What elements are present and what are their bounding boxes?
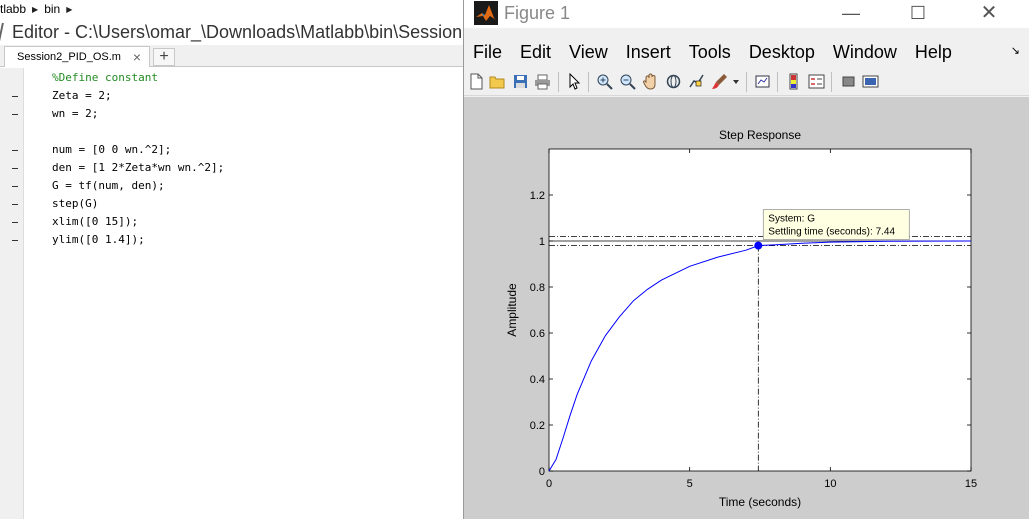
code-line[interactable]: Zeta = 2; bbox=[52, 89, 112, 102]
x-tick-label: 5 bbox=[687, 478, 693, 490]
editor-title-text: Editor - C:\Users\omar_\Downloads\Matlab… bbox=[12, 21, 463, 42]
rotate-3d-icon[interactable] bbox=[665, 73, 682, 90]
editor-icon bbox=[0, 23, 10, 41]
code-line[interactable]: G = tf(num, den); bbox=[52, 179, 165, 192]
datatip-box[interactable] bbox=[762, 209, 910, 240]
zoom-in-icon[interactable] bbox=[596, 73, 613, 90]
new-figure-icon[interactable] bbox=[468, 73, 485, 90]
figure-toolbar bbox=[464, 68, 1029, 96]
toolbar-separator bbox=[558, 72, 559, 92]
pan-hand-icon[interactable] bbox=[642, 73, 659, 90]
pointer-icon[interactable] bbox=[566, 73, 583, 90]
x-tick-label: 10 bbox=[824, 478, 836, 490]
code-line[interactable]: wn = 2; bbox=[52, 107, 99, 120]
y-tick-label: 1.2 bbox=[530, 190, 545, 202]
step-response-line[interactable] bbox=[548, 240, 972, 472]
line-gutter[interactable] bbox=[0, 68, 24, 519]
code-editor[interactable]: %Define constant Zeta = 2; wn = 2; num = [0… bbox=[24, 68, 464, 519]
breakpoint-dash-marker[interactable] bbox=[12, 150, 18, 151]
menu-insert[interactable]: Insert bbox=[625, 41, 671, 62]
x-tick-label: 15 bbox=[965, 478, 977, 490]
datatip-settling-time: Settling time (seconds): 7.44 bbox=[768, 227, 895, 238]
figure-title: Figure 1 bbox=[504, 3, 571, 23]
breakpoint-dash-marker[interactable] bbox=[12, 168, 18, 169]
editor-title: Editor - C:\Users\omar_\Downloads\Matlab… bbox=[0, 19, 1029, 45]
maximize-button[interactable]: ☐ bbox=[909, 3, 927, 23]
y-tick-label: 0.8 bbox=[530, 282, 545, 294]
menu-dock-arrow-icon[interactable]: ↘ bbox=[1010, 45, 1020, 57]
breakpoint-dash-marker[interactable] bbox=[12, 204, 18, 205]
breakpoint-dash-marker[interactable] bbox=[12, 114, 18, 115]
editor-tabbar: Session2_PID_OS.m × + bbox=[0, 45, 470, 67]
menu-view[interactable]: View bbox=[569, 41, 608, 62]
legend-icon[interactable] bbox=[808, 73, 825, 90]
x-axis-label: Time (seconds) bbox=[719, 495, 801, 509]
menu-desktop[interactable]: Desktop bbox=[748, 41, 815, 62]
menu-window[interactable]: Window bbox=[832, 41, 897, 62]
y-tick-label: 0.4 bbox=[530, 374, 545, 386]
chevron-right-icon: ▶ bbox=[32, 4, 39, 14]
figure-window: Figure 1 — ☐ ✕ File Edit View Insert Too… bbox=[463, 0, 1029, 519]
y-tick-label: 0.2 bbox=[530, 420, 545, 432]
settling-time-marker[interactable] bbox=[754, 241, 763, 250]
close-button[interactable]: ✕ bbox=[980, 2, 998, 24]
add-tab-button[interactable]: + bbox=[153, 48, 175, 66]
matlab-logo-icon bbox=[474, 1, 498, 25]
toolbar-separator bbox=[777, 72, 778, 92]
y-tick-label: 1 bbox=[539, 236, 545, 248]
toolbar-separator bbox=[746, 72, 747, 92]
menu-edit[interactable]: Edit bbox=[520, 41, 552, 62]
y-axis-label: Amplitude bbox=[505, 283, 519, 337]
code-line[interactable]: xlim([0 15]); bbox=[52, 215, 139, 228]
brush-icon[interactable] bbox=[711, 73, 728, 90]
y-tick-label: 0.6 bbox=[530, 328, 545, 340]
open-file-icon[interactable] bbox=[489, 73, 506, 90]
code-line[interactable]: %Define constant bbox=[52, 71, 158, 84]
y-tick-label: 0 bbox=[539, 466, 545, 478]
print-icon[interactable] bbox=[534, 73, 551, 90]
breakpoint-dash-marker[interactable] bbox=[12, 240, 18, 241]
zoom-out-icon[interactable] bbox=[619, 73, 636, 90]
figure-titlebar: Figure 1 — ☐ ✕ bbox=[464, 0, 1029, 28]
toolbar-separator bbox=[588, 72, 589, 92]
data-cursor-icon[interactable] bbox=[688, 73, 705, 90]
close-icon[interactable]: × bbox=[132, 49, 141, 65]
breakpoint-dash-marker[interactable] bbox=[12, 222, 18, 223]
code-line[interactable]: num = [0 0 wn.^2]; bbox=[52, 143, 172, 156]
colorbar-icon[interactable] bbox=[785, 73, 802, 90]
code-line[interactable]: den = [1 2*Zeta*wn wn.^2]; bbox=[52, 161, 225, 174]
step-response-plot[interactable]: 0 0.2 0.4 0.6 0.8 1 1.2 0 5 10 15 System: G Settli… bbox=[464, 97, 1029, 519]
tab-label: Session2_PID_OS.m bbox=[17, 51, 121, 63]
minimize-button[interactable]: — bbox=[842, 3, 860, 23]
code-line[interactable]: step(G) bbox=[52, 197, 99, 210]
x-tick-label: 0 bbox=[546, 478, 552, 490]
tab-session2-pid-os[interactable]: Session2_PID_OS.m × bbox=[4, 46, 150, 67]
figure-canvas[interactable]: 0 0.2 0.4 0.6 0.8 1 1.2 0 5 10 15 System: G Settli… bbox=[464, 97, 1029, 519]
toolbar-separator bbox=[831, 72, 832, 92]
brush-dropdown-icon[interactable] bbox=[732, 73, 740, 90]
menu-file[interactable]: File bbox=[473, 41, 503, 62]
figure-menubar: File Edit View Insert Tools Desktop Wind… bbox=[464, 38, 1029, 66]
menu-help[interactable]: Help bbox=[914, 41, 952, 62]
save-icon[interactable] bbox=[512, 73, 529, 90]
breakpoint-dash-marker[interactable] bbox=[12, 186, 18, 187]
link-plot-icon[interactable] bbox=[754, 73, 771, 90]
show-plot-tools-icon[interactable] bbox=[862, 73, 879, 90]
chart-title: Step Response bbox=[719, 128, 801, 142]
axes-box[interactable] bbox=[548, 148, 972, 472]
datatip-system: System: G bbox=[768, 214, 815, 225]
code-line[interactable]: ylim([0 1.4]); bbox=[52, 233, 145, 246]
breakpoint-dash-marker[interactable] bbox=[12, 96, 18, 97]
hide-plot-tools-icon[interactable] bbox=[840, 73, 857, 90]
chevron-right-icon[interactable]: ▶ bbox=[66, 4, 73, 14]
breadcrumb-item-bin[interactable]: bin bbox=[44, 2, 61, 16]
menu-tools[interactable]: Tools bbox=[688, 41, 731, 62]
breadcrumb-item-matlabb[interactable]: tlabb bbox=[0, 2, 27, 16]
